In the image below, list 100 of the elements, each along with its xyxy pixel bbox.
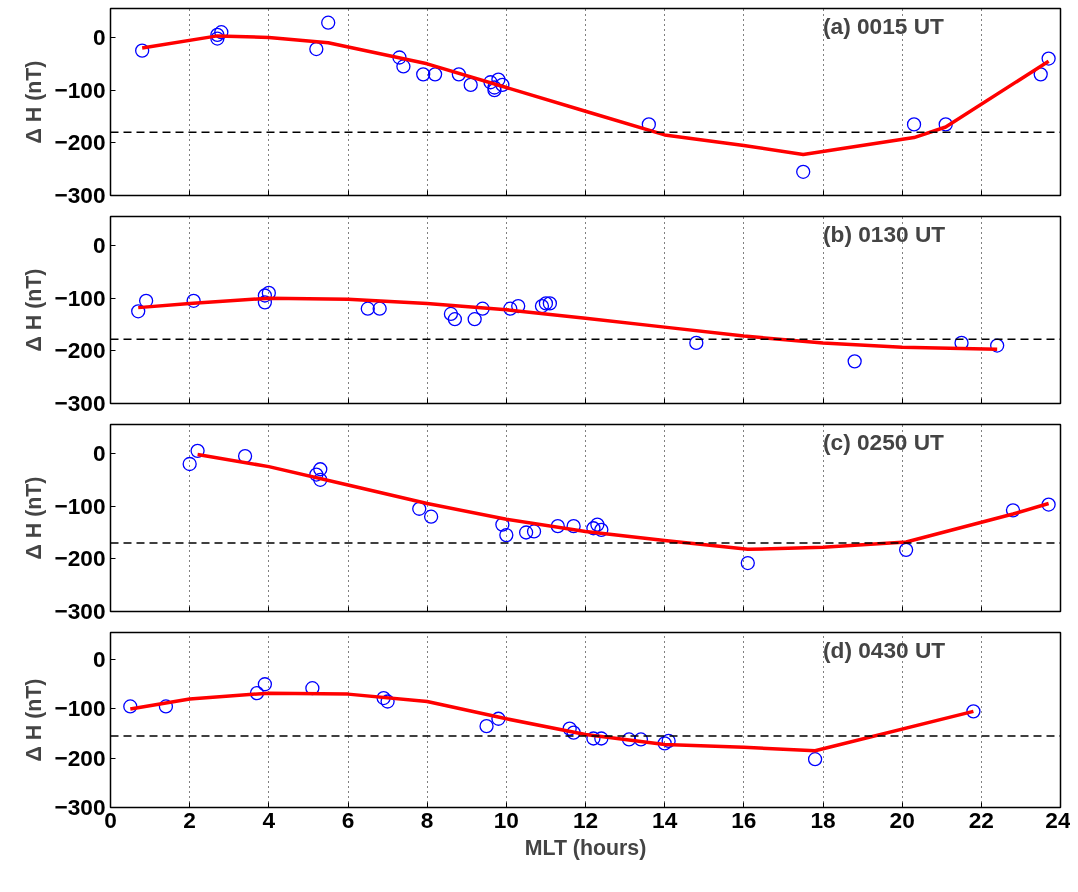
y-tick-label: −200	[54, 337, 106, 364]
point	[309, 467, 324, 482]
x-tick-label: 10	[493, 806, 519, 833]
point	[518, 525, 534, 540]
point	[1041, 51, 1056, 66]
point	[483, 75, 498, 90]
annotation: (d) 0430 UT	[823, 636, 946, 663]
point	[214, 25, 229, 40]
y-axis-title: Δ H (nT)	[22, 60, 47, 144]
y-axis-title: Δ H (nT)	[22, 268, 47, 352]
point	[538, 296, 554, 311]
point	[590, 517, 605, 532]
y-tick-label: −300	[54, 182, 106, 208]
annotation: (a) 0015 UT	[823, 12, 945, 39]
point	[313, 462, 328, 477]
x-tick-label: 14	[652, 806, 678, 833]
point	[633, 732, 649, 747]
x-tick-label: 22	[968, 806, 994, 833]
point	[499, 527, 514, 543]
x-axis-title: MLT (hours)	[524, 835, 647, 860]
point	[491, 711, 506, 726]
point	[586, 521, 601, 536]
point	[392, 50, 407, 65]
point	[135, 43, 150, 58]
point	[495, 77, 510, 93]
point	[1005, 503, 1021, 518]
point	[594, 731, 609, 746]
line-series	[136, 296, 999, 351]
point	[360, 301, 375, 316]
point	[479, 719, 494, 734]
point	[321, 15, 336, 30]
point	[807, 752, 823, 767]
y-tick-label: −100	[54, 284, 106, 311]
annotation: (b) 0130 UT	[823, 220, 946, 247]
point	[412, 501, 427, 516]
x-tick-label: 2	[183, 806, 196, 833]
point	[182, 456, 197, 472]
point	[503, 301, 518, 316]
point	[257, 295, 273, 310]
point	[550, 519, 565, 534]
y-tick-label: −200	[54, 744, 106, 771]
y-tick-label: 0	[92, 439, 106, 466]
y-tick-label: −100	[54, 76, 106, 103]
point	[313, 472, 328, 487]
point	[566, 519, 581, 534]
point	[186, 293, 201, 308]
point	[966, 704, 981, 719]
x-tick-label: 18	[810, 806, 836, 833]
point	[416, 67, 431, 82]
point	[443, 306, 459, 322]
y-tick-label: 0	[92, 23, 106, 50]
point	[657, 736, 672, 751]
y-tick-label: 0	[92, 646, 106, 673]
point	[594, 522, 609, 537]
annotation: (c) 0250 UT	[823, 428, 945, 455]
point	[534, 298, 550, 314]
point	[190, 443, 205, 458]
point	[796, 164, 811, 179]
point	[542, 296, 558, 311]
point	[372, 301, 387, 316]
point	[1041, 497, 1056, 512]
point	[257, 288, 273, 303]
point	[898, 542, 914, 558]
y-tick-label: −100	[54, 695, 106, 722]
point	[689, 335, 704, 351]
x-tick-label: 20	[889, 806, 915, 833]
point	[131, 304, 146, 319]
point	[463, 77, 478, 93]
line-series	[128, 691, 976, 753]
point	[447, 312, 463, 327]
point	[210, 27, 225, 42]
point	[380, 694, 395, 709]
point	[1033, 67, 1048, 82]
y-tick-label: −100	[54, 492, 106, 519]
y-tick-label: −300	[54, 598, 106, 624]
point	[847, 354, 862, 369]
x-tick-label: 6	[341, 806, 355, 833]
point	[467, 312, 482, 327]
point	[257, 677, 273, 692]
x-tick-label: 4	[262, 806, 276, 833]
point	[938, 117, 953, 132]
y-tick-label: −200	[54, 545, 106, 572]
y-axis-title: Δ H (nT)	[22, 678, 47, 762]
point	[427, 67, 443, 82]
point	[123, 699, 138, 714]
x-tick-label: 16	[731, 806, 757, 833]
x-tick-label: 12	[572, 806, 599, 833]
point	[396, 59, 411, 74]
y-tick-label: −300	[54, 390, 106, 416]
x-tick-label: 24	[1045, 806, 1071, 833]
y-axis-title: Δ H (nT)	[22, 476, 47, 560]
y-tick-label: −300	[54, 794, 106, 820]
point	[451, 67, 466, 82]
point	[309, 41, 324, 57]
point	[740, 555, 755, 571]
point	[158, 699, 174, 714]
y-tick-label: −200	[54, 129, 106, 156]
y-tick-label: 0	[92, 231, 106, 258]
point	[511, 298, 526, 314]
x-tick-label: 8	[420, 806, 434, 833]
